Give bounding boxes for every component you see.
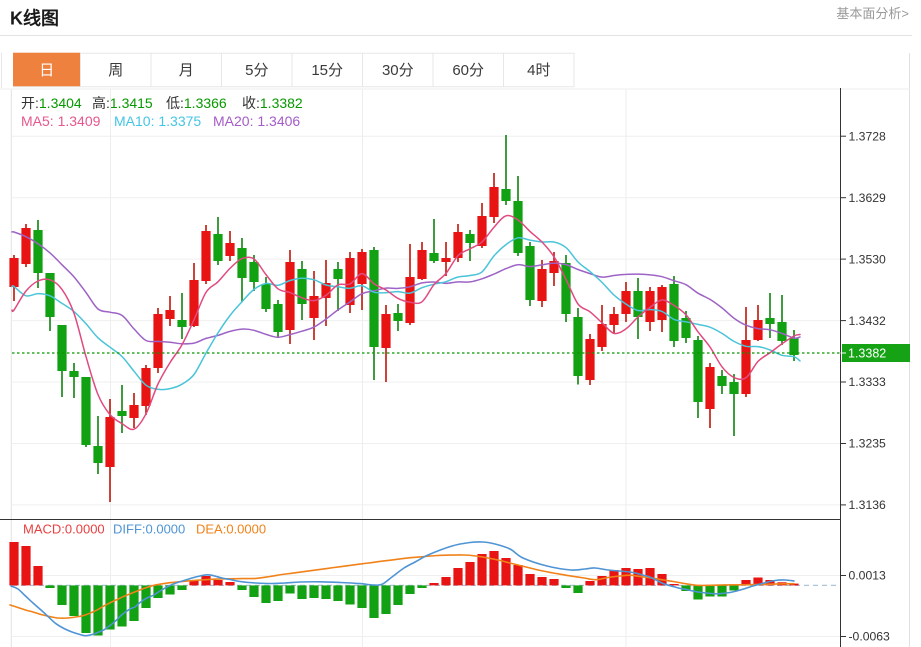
- svg-text:0.0013: 0.0013: [849, 569, 886, 583]
- svg-text:1.3382: 1.3382: [848, 347, 886, 361]
- svg-text:月: 月: [179, 62, 194, 79]
- svg-text:30分: 30分: [382, 62, 414, 79]
- svg-text:日: 日: [39, 62, 54, 79]
- svg-text:15分: 15分: [311, 62, 343, 79]
- svg-text:周: 周: [108, 62, 123, 79]
- svg-text:1.3136: 1.3136: [849, 498, 886, 512]
- svg-text:1.3530: 1.3530: [849, 252, 886, 266]
- svg-text:5分: 5分: [245, 62, 268, 79]
- svg-text:1.3728: 1.3728: [849, 129, 886, 143]
- svg-text:4时: 4时: [527, 62, 550, 79]
- svg-text:1.3235: 1.3235: [849, 437, 886, 451]
- svg-text:1.3629: 1.3629: [849, 191, 886, 205]
- svg-text:1.3333: 1.3333: [849, 375, 886, 389]
- svg-text:基本面分析>: 基本面分析>: [836, 6, 909, 21]
- svg-text:60分: 60分: [452, 62, 484, 79]
- svg-text:-0.0063: -0.0063: [849, 630, 891, 644]
- svg-text:K线图: K线图: [10, 8, 59, 29]
- svg-text:1.3432: 1.3432: [849, 314, 886, 328]
